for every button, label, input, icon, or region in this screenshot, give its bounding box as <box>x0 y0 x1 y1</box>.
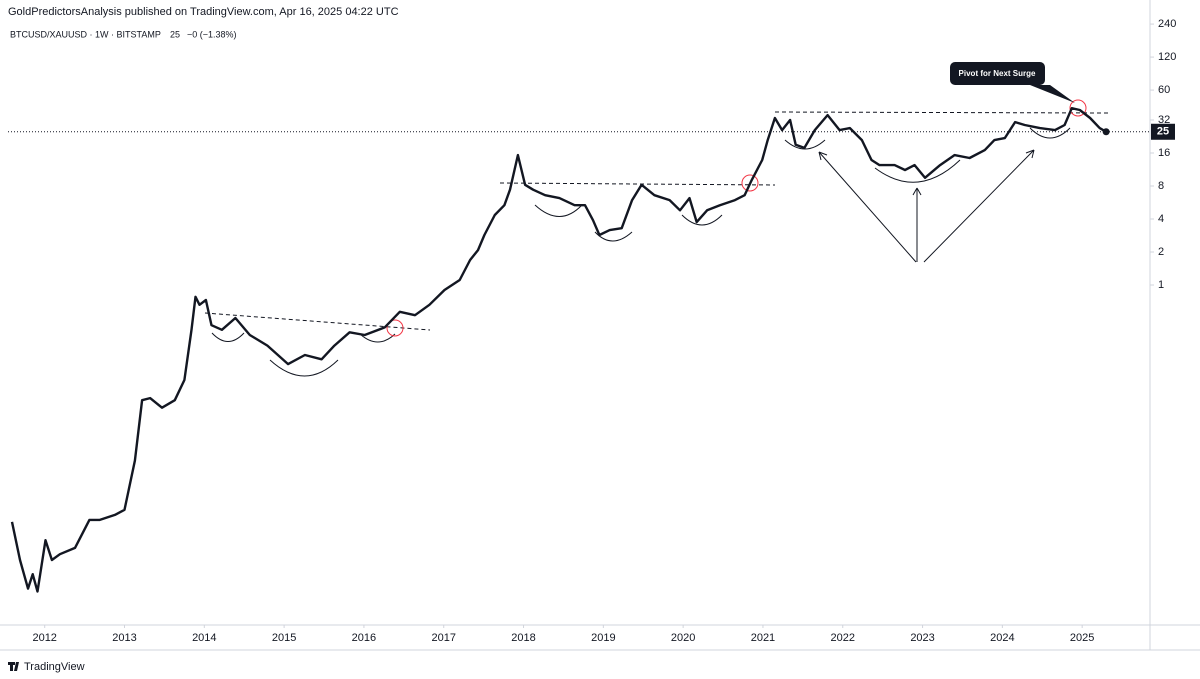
arc <box>594 231 633 242</box>
y-tick-label: 16 <box>1158 147 1170 159</box>
trend-line <box>204 312 431 331</box>
x-tick-label: 2018 <box>511 632 535 644</box>
symbol-info: BTCUSD/XAUUSD · 1W · BITSTAMP <box>10 29 161 39</box>
brand-name: TradingView <box>24 661 85 673</box>
arrow <box>818 151 917 263</box>
x-tick-label: 2014 <box>192 632 216 644</box>
brand-logo <box>8 662 19 671</box>
breakout-circle <box>741 174 759 192</box>
arc <box>874 159 961 183</box>
x-tick-label: 2016 <box>352 632 376 644</box>
resistance-line <box>499 182 776 186</box>
breakout-circle <box>386 319 404 337</box>
x-tick-label: 2013 <box>112 632 136 644</box>
arc <box>269 359 339 377</box>
x-tick-label: 2012 <box>32 632 56 644</box>
x-tick-label: 2025 <box>1070 632 1094 644</box>
y-tick-label: 60 <box>1158 84 1170 96</box>
arc <box>534 204 583 217</box>
brand: TradingView <box>8 661 85 673</box>
x-tick-label: 2024 <box>990 632 1014 644</box>
y-tick-label: 240 <box>1158 18 1176 30</box>
arc <box>1029 127 1071 139</box>
symbol-change: −0 (−1.38%) <box>187 29 237 39</box>
y-tick-label: 32 <box>1158 114 1170 126</box>
annotation-callout <box>950 62 1075 103</box>
last-price-box <box>1151 123 1175 140</box>
y-tick-label: 1 <box>1158 279 1164 291</box>
symbol-last: 25 <box>170 29 180 39</box>
y-tick-label: 8 <box>1158 180 1164 192</box>
arc <box>211 332 245 342</box>
arc <box>784 139 826 150</box>
x-tick-label: 2017 <box>431 632 455 644</box>
x-tick-label: 2020 <box>671 632 695 644</box>
last-price-label: 25 <box>1157 126 1169 138</box>
publish-header: GoldPredictorsAnalysis published on Trad… <box>8 6 399 18</box>
x-tick-label: 2019 <box>591 632 615 644</box>
arc <box>359 333 396 343</box>
price-line <box>10 107 1107 593</box>
x-tick-label: 2015 <box>272 632 296 644</box>
arrow <box>923 149 1035 263</box>
arrow <box>912 187 922 262</box>
y-tick-label: 2 <box>1158 246 1164 258</box>
y-tick-label: 4 <box>1158 213 1164 225</box>
y-tick-label: 120 <box>1158 51 1176 63</box>
x-tick-label: 2023 <box>910 632 934 644</box>
x-tick-label: 2021 <box>751 632 775 644</box>
drawings: Pivot for Next Surge <box>204 62 1111 377</box>
annotation-text: Pivot for Next Surge <box>959 69 1036 78</box>
last-point <box>1102 128 1110 136</box>
x-tick-label: 2022 <box>831 632 855 644</box>
arc <box>681 214 723 226</box>
breakout-circle <box>1069 99 1087 117</box>
